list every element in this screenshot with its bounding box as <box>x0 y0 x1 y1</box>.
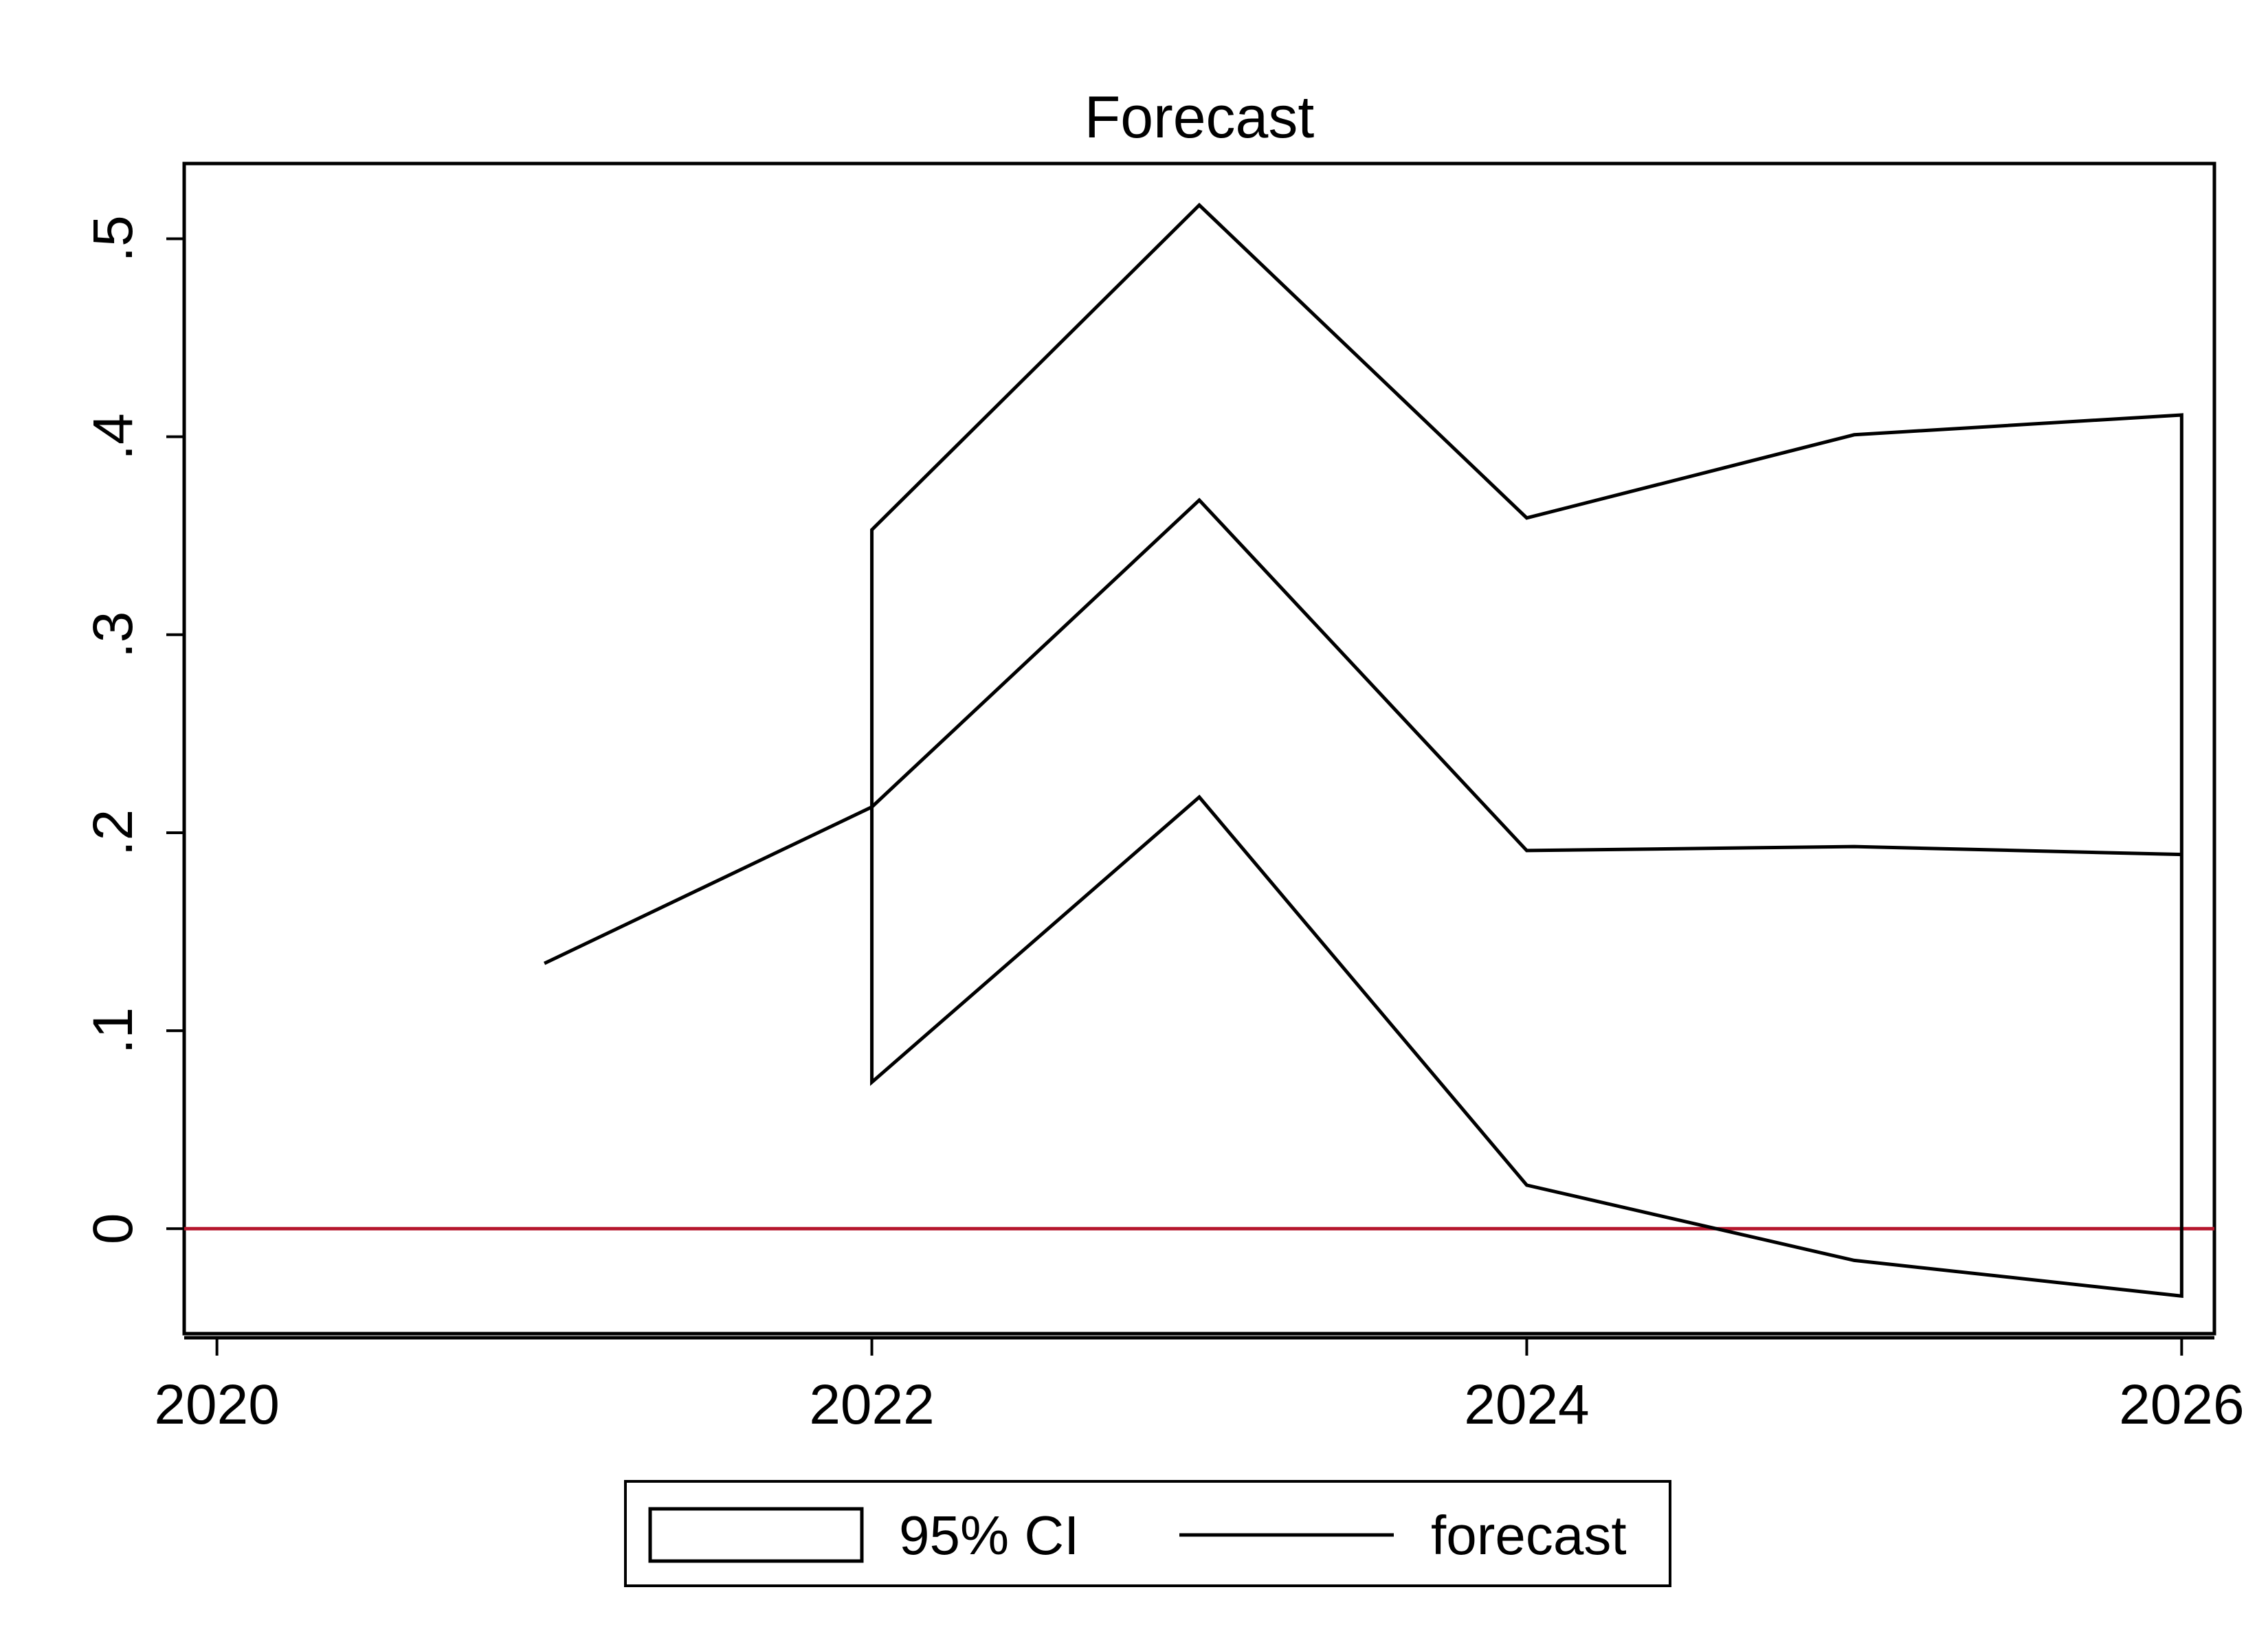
y-tick-label: .2 <box>82 809 144 856</box>
y-tick-label: .3 <box>82 612 144 658</box>
x-tick-label: 2022 <box>809 1373 934 1436</box>
y-tick-label: .1 <box>82 1007 144 1054</box>
x-tick-label: 2026 <box>2119 1373 2244 1436</box>
x-axis: 2020 2022 2024 2026 <box>154 1336 2245 1436</box>
legend-label-forecast: forecast <box>1431 1505 1627 1566</box>
legend-label-ci: 95% CI <box>899 1505 1079 1566</box>
plot-frame <box>182 161 2216 1336</box>
ci-band <box>870 203 2183 1299</box>
forecast-line <box>544 497 2182 965</box>
x-tick-label: 2024 <box>1464 1373 1589 1436</box>
y-axis: 0 .1 .2 .3 .4 .5 <box>82 215 184 1244</box>
legend-box <box>624 1480 1671 1587</box>
x-tick-label: 2020 <box>154 1373 279 1436</box>
legend-swatch-ci <box>648 1507 864 1563</box>
y-tick-label: .5 <box>82 215 144 262</box>
y-tick-label: 0 <box>82 1213 144 1244</box>
chart-title: Forecast <box>1085 85 1315 150</box>
chart-marks <box>184 203 2214 1299</box>
legend: 95% CI forecast <box>624 1480 1671 1587</box>
y-tick-label: .4 <box>82 413 144 460</box>
